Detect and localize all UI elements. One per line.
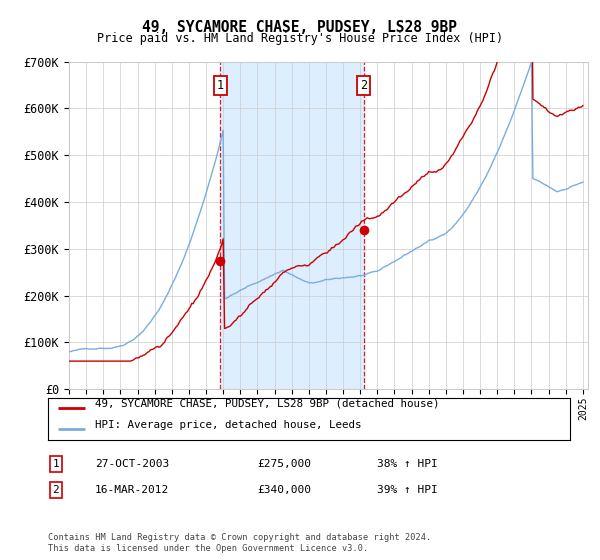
Text: Price paid vs. HM Land Registry's House Price Index (HPI): Price paid vs. HM Land Registry's House … [97,32,503,45]
Text: 2: 2 [360,80,367,92]
Text: 1: 1 [52,459,59,469]
Text: 49, SYCAMORE CHASE, PUDSEY, LS28 9BP: 49, SYCAMORE CHASE, PUDSEY, LS28 9BP [143,20,458,35]
Text: 27-OCT-2003: 27-OCT-2003 [95,459,169,469]
Text: £275,000: £275,000 [257,459,311,469]
Text: 39% ↑ HPI: 39% ↑ HPI [377,485,437,495]
Text: 38% ↑ HPI: 38% ↑ HPI [377,459,437,469]
Text: Contains HM Land Registry data © Crown copyright and database right 2024.
This d: Contains HM Land Registry data © Crown c… [48,533,431,553]
Text: 2: 2 [52,485,59,495]
Text: £340,000: £340,000 [257,485,311,495]
Text: HPI: Average price, detached house, Leeds: HPI: Average price, detached house, Leed… [95,420,361,430]
Text: 1: 1 [217,80,224,92]
Bar [220,62,364,389]
Text: 16-MAR-2012: 16-MAR-2012 [95,485,169,495]
Text: 49, SYCAMORE CHASE, PUDSEY, LS28 9BP (detached house): 49, SYCAMORE CHASE, PUDSEY, LS28 9BP (de… [95,399,439,409]
